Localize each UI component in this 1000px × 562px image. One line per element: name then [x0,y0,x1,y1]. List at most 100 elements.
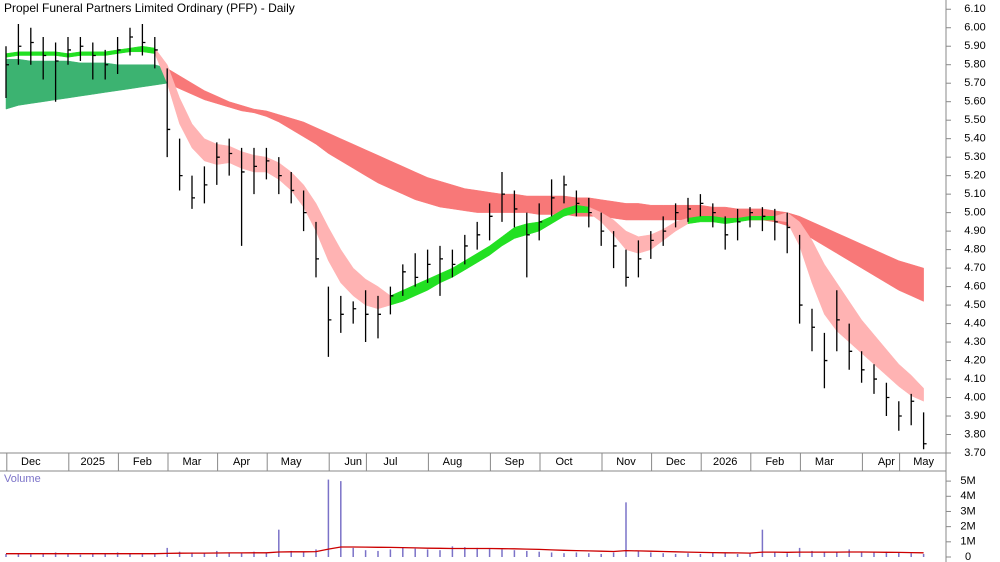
y-tick-label: 5.40 [964,133,985,145]
ohlc-bar [166,68,171,158]
ohlc-bar [588,197,592,228]
ohlc-bar [67,36,71,65]
ohlc-bar [315,221,319,278]
ohlc-bar [278,157,282,195]
x-tick-label: Feb [765,456,784,468]
ohlc-bar [352,301,357,324]
x-tick-label: Apr [878,456,895,468]
ohlc-bar [910,393,915,426]
x-tick-label: Dec [21,456,41,468]
x-tick-label: Oct [555,456,572,468]
x-tick-label: Jul [383,456,397,468]
volume-tick-label: 0 [965,551,971,562]
volume-panel [5,479,925,557]
ohlc-bar [439,245,443,296]
y-tick-label: 4.90 [964,225,985,237]
ohlc-bar [662,216,667,246]
ohlc-bar [712,203,716,228]
y-tick-label: 6.00 [964,22,985,34]
ohlc-bar [42,36,47,80]
axes: 3.70 3.80 3.90 4.00 4.10 4.20 4.30 4.40 4.50 4.60… [6,3,986,562]
ohlc-bar [340,295,344,333]
ohlc-bar [550,179,555,217]
ohlc-bar [798,234,803,324]
y-tick-label: 6.10 [964,3,985,15]
ohlc-bar [538,203,543,241]
x-tick-label: Sep [505,456,525,468]
y-tick-label: 4.40 [964,317,985,329]
ribbon [166,67,924,302]
ohlc-bar [786,212,791,254]
ohlc-bar [885,382,890,417]
ohlc-bar [724,216,729,250]
ohlc-bar [811,308,815,352]
volume-tick-label: 3M [960,505,975,517]
ohlc-bar [426,249,431,283]
chart-title: Propel Funeral Partners Limited Ordinary… [4,1,295,15]
volume-average [6,546,924,555]
ohlc-bar [612,231,617,269]
ohlc-bar [5,46,9,98]
ohlc-bar [104,49,109,80]
ohlc-bar [30,27,34,65]
plot-layers: 3.70 3.80 3.90 4.00 4.10 4.20 4.30 4.40 4.50 4.60… [5,3,986,562]
ohlc-bar [637,240,642,278]
y-tick-label: 4.10 [964,373,985,385]
volume-tick-label: 5M [960,475,975,487]
ohlc-bar [687,197,691,222]
ohlc-bar [898,401,902,431]
ohlc-bar [488,203,493,241]
ohlc-bar [414,253,419,287]
ribbon [774,212,924,402]
y-tick-label: 5.90 [964,40,985,52]
y-tick-label: 4.80 [964,244,985,256]
y-tick-label: 4.70 [964,262,985,274]
ohlc-bar [302,190,307,232]
ohlc-bar [761,207,766,232]
ohlc-bar [191,175,195,209]
ohlc-bar [513,190,518,228]
volume-tick-label: 1M [960,536,975,548]
x-tick-label: Feb [133,456,152,468]
x-tick-label: Jun [344,456,362,468]
y-tick-label: 4.50 [964,299,985,311]
ohlc-bar [253,147,257,195]
ohlc-bar [389,286,394,315]
ohlc-bar [402,264,406,296]
ohlc-bar [464,234,468,265]
y-tick-label: 3.90 [964,410,985,422]
ohlc-bar [17,24,22,65]
ohlc-bar [54,42,59,102]
y-tick-label: 5.50 [964,114,985,126]
ohlc-bar [327,286,332,357]
x-tick-label: 2025 [81,456,105,468]
y-tick-label: 5.30 [964,151,985,163]
x-tick-label: Aug [443,456,463,468]
y-tick-label: 5.60 [964,96,985,108]
ohlc-bar [116,36,121,74]
ohlc-bar [575,190,580,217]
ohlc-bar [203,166,208,204]
ohlc-bar [129,27,133,56]
ohlc-bar [823,332,828,389]
y-tick-label: 4.60 [964,280,985,292]
ohlc-bar [736,208,741,241]
ohlc-bar [228,138,233,176]
y-tick-label: 3.80 [964,428,985,440]
ohlc-bar [674,203,679,228]
ohlc-bar [650,231,654,259]
x-tick-label: Mar [815,456,834,468]
ohlc-bar [563,175,567,204]
ohlc-bar [860,351,865,383]
ohlc-bar [178,138,183,191]
x-tick-label: May [281,456,302,468]
ohlc-bar [364,290,369,343]
x-tick-label: Nov [616,456,636,468]
ohlc-bar [290,171,295,204]
ohlc-bar [774,208,778,241]
ohlc-bar [240,147,245,246]
volume-tick-label: 4M [960,490,975,502]
y-tick-label: 5.20 [964,170,985,182]
ohlc-bar [265,147,270,180]
ohlc-bar [501,171,505,222]
